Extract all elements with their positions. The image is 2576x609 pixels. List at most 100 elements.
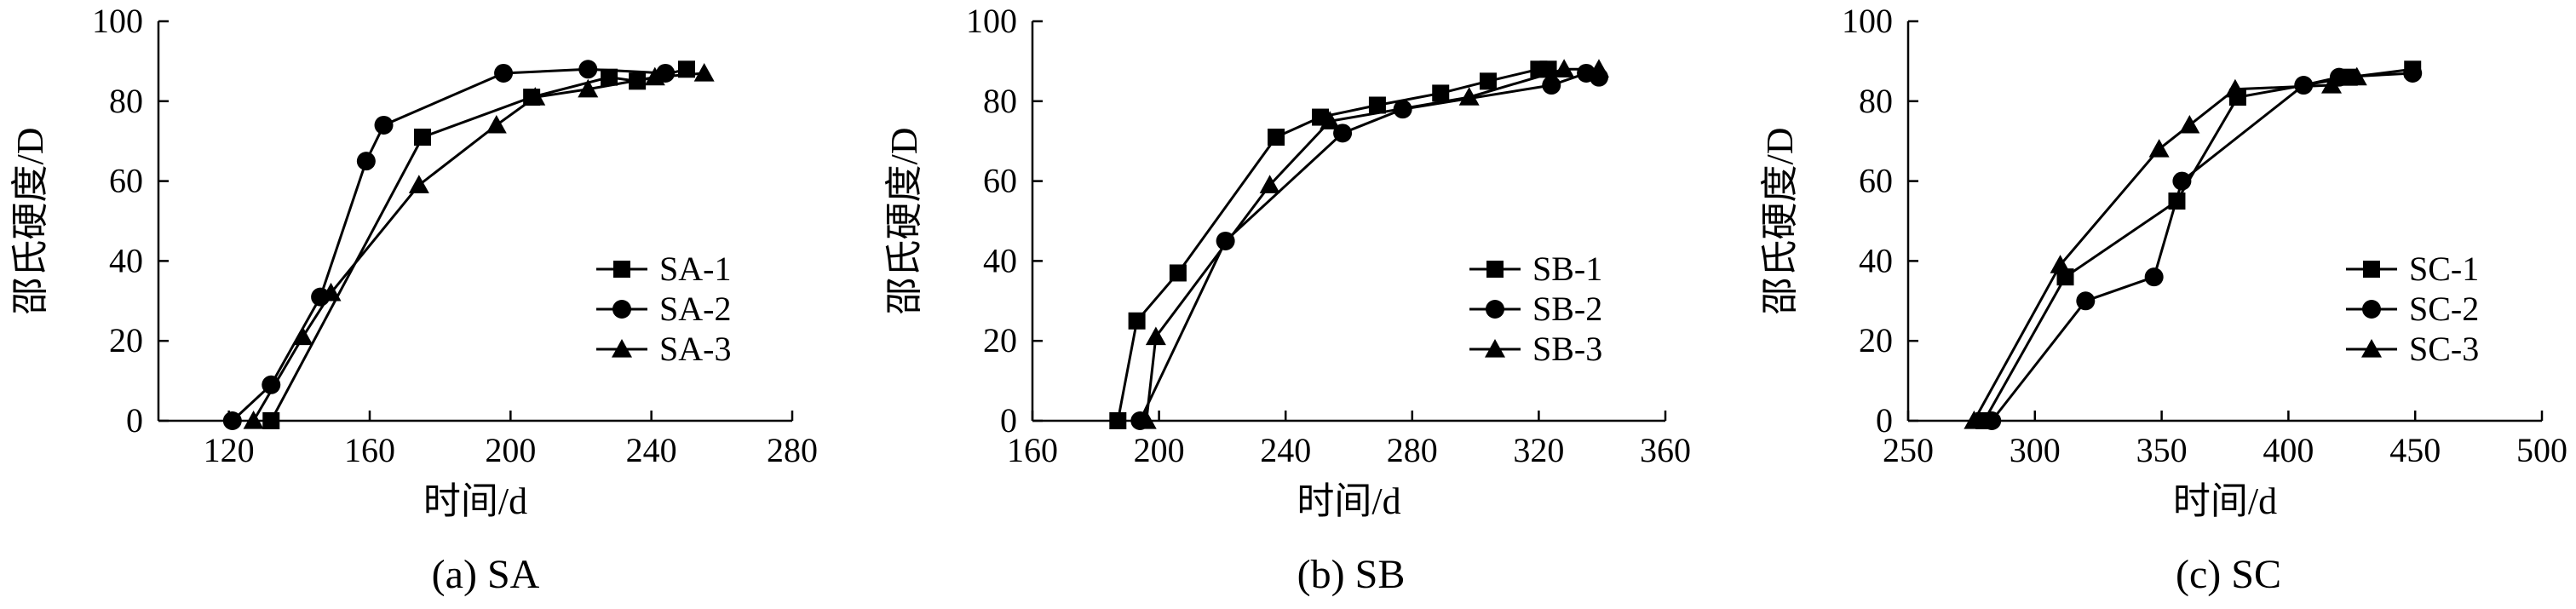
legend-marker [2362,300,2381,319]
y-tick-label: 80 [983,82,1017,120]
legend-label: SA-2 [659,290,731,328]
x-tick-label: 120 [204,431,255,469]
legend: SB-1SB-2SB-3 [1469,250,1602,368]
y-tick-label: 100 [1842,2,1893,40]
data-point [1128,312,1146,330]
x-tick-label: 360 [1640,431,1691,469]
legend: SC-1SC-2SC-3 [2346,250,2479,368]
data-point [1169,264,1187,282]
x-tick-label: 240 [626,431,677,469]
data-point [222,411,242,430]
data-point [601,68,618,86]
panel-caption: (c) SC [2176,552,2281,597]
x-tick-label: 350 [2136,431,2188,469]
legend-marker [2361,339,2382,358]
series-SB-1 [1109,60,1557,429]
x-tick-label: 280 [767,431,818,469]
series-line [1991,72,2413,422]
chart-panel-3: 0 20 40 60 80 100 250 300 350 400 450 500 时间/d 邵氏硬度/D… [1759,2,2567,597]
panel-caption: (a) SA [432,552,540,597]
x-tick-label: 200 [485,431,536,469]
data-point [320,282,342,302]
data-point [1268,129,1285,147]
series-SB-2 [1130,63,1608,430]
x-tick-label: 250 [1883,431,1934,469]
legend-label: SB-2 [1532,290,1602,328]
data-point [1964,411,1985,429]
y-tick-label: 0 [1000,401,1017,440]
data-point [2403,63,2423,83]
y-tick-label: 100 [92,2,143,40]
legend-marker [612,339,632,358]
x-tick-label: 280 [1387,431,1438,469]
legend-marker [612,300,631,319]
data-point [2179,114,2200,134]
data-point [578,78,599,98]
legend-marker [1485,339,1505,358]
y-tick-label: 0 [1876,401,1893,440]
y-tick-label: 40 [109,241,143,279]
x-tick-label: 240 [1260,431,1311,469]
y-tick-label: 100 [966,2,1017,40]
y-tick-label: 40 [983,241,1017,279]
data-point [2346,66,2367,86]
y-tick-label: 20 [1859,321,1893,359]
data-point [693,62,715,82]
y-tick-label: 80 [1859,82,1893,120]
chart-panel-1: 0 20 40 60 80 100 120 160 200 240 280 时间/d 邵氏硬度/D (a)… [9,2,818,597]
x-axis-label: 时间/d [1297,480,1400,522]
y-axis-label: 邵氏硬度/D [883,128,925,315]
data-point [1136,411,1157,429]
data-point [1368,96,1386,114]
x-tick-label: 160 [1007,431,1058,469]
data-point [2076,291,2096,311]
y-tick-label: 60 [983,162,1017,200]
legend-label: SC-2 [2409,290,2479,328]
y-axis-label: 邵氏硬度/D [1759,128,1801,315]
legend-marker [1486,261,1504,278]
x-tick-label: 400 [2263,431,2314,469]
x-tick-label: 500 [2516,431,2567,469]
data-point [1479,72,1497,90]
data-point [1109,412,1127,429]
legend-label: SB-3 [1532,330,1602,368]
data-point [262,412,280,429]
data-point [2172,171,2192,191]
series-SC-3 [1964,66,2367,429]
legend-marker [613,261,630,278]
data-point [1259,175,1280,193]
data-point [414,129,431,147]
data-point [1320,111,1341,129]
series-SA-1 [262,60,695,429]
data-point [1542,76,1561,95]
data-point [2148,139,2170,158]
data-point [1145,326,1166,346]
y-tick-label: 20 [109,321,143,359]
series-line [252,72,704,422]
y-tick-label: 40 [1859,241,1893,279]
data-point [486,114,507,134]
legend: SA-1SA-2SA-3 [596,250,731,368]
data-point [243,411,264,429]
data-point [644,66,665,86]
data-point [494,63,514,83]
y-tick-label: 80 [109,82,143,120]
series-line [1116,67,1549,422]
data-point [374,115,394,135]
x-tick-label: 160 [344,431,395,469]
series-line [269,67,687,422]
x-tick-label: 450 [2389,431,2441,469]
y-axis-label: 邵氏硬度/D [9,128,51,315]
legend-label: SA-3 [659,330,731,368]
x-axis-label: 时间/d [423,480,527,522]
y-tick-label: 60 [109,162,143,200]
series-SB-3 [1136,59,1609,429]
data-point [1432,84,1450,102]
chart-panel-2: 0 20 40 60 80 100 160 200 240 280 320 360 时间/d 邵氏硬度/D… [883,2,1691,597]
legend-label: SB-1 [1532,250,1602,288]
data-point [1458,87,1480,106]
y-tick-label: 60 [1859,162,1893,200]
data-point [2320,75,2342,94]
panel-caption: (b) SB [1297,552,1406,597]
